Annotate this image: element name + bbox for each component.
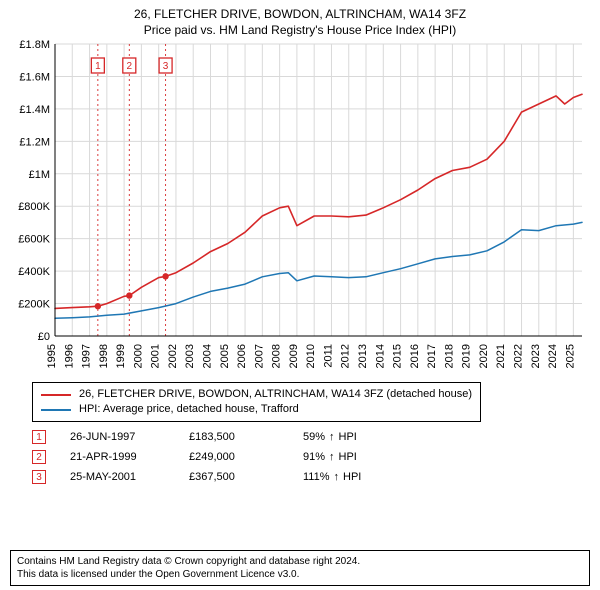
event-hpi-pct: 111% <box>303 471 330 483</box>
svg-text:£1.6M: £1.6M <box>19 72 50 84</box>
svg-text:£1M: £1M <box>29 169 50 181</box>
legend-label: 26, FLETCHER DRIVE, BOWDON, ALTRINCHAM, … <box>79 387 472 402</box>
svg-text:1999: 1999 <box>115 344 127 368</box>
legend-swatch <box>41 394 71 396</box>
svg-text:2012: 2012 <box>340 344 352 368</box>
svg-text:2004: 2004 <box>202 344 214 368</box>
svg-text:£1.8M: £1.8M <box>19 39 50 51</box>
event-hpi-suffix: HPI <box>339 451 357 463</box>
svg-text:2022: 2022 <box>513 344 525 368</box>
svg-text:2: 2 <box>127 61 133 72</box>
line-chart-svg: £0 £200K £400K £600K £800K £1M £1.2M £1.4M £1.6M… <box>10 38 590 378</box>
title-line-2: Price paid vs. HM Land Registry's House … <box>10 22 590 38</box>
svg-text:£1.4M: £1.4M <box>19 104 50 116</box>
svg-text:2021: 2021 <box>495 344 507 368</box>
legend-item: 26, FLETCHER DRIVE, BOWDON, ALTRINCHAM, … <box>41 387 472 402</box>
svg-text:2016: 2016 <box>409 344 421 368</box>
svg-text:2013: 2013 <box>357 344 369 368</box>
sale-event-row: 1 26-JUN-1997 £183,500 59% ↑ HPI <box>32 430 590 444</box>
svg-text:£600K: £600K <box>18 234 50 246</box>
event-hpi-pct: 59% <box>303 431 325 443</box>
sale-event-row: 3 25-MAY-2001 £367,500 111% ↑ HPI <box>32 470 590 484</box>
svg-text:2018: 2018 <box>443 344 455 368</box>
svg-text:2006: 2006 <box>236 344 248 368</box>
legend: 26, FLETCHER DRIVE, BOWDON, ALTRINCHAM, … <box>32 382 481 422</box>
chart-titles: 26, FLETCHER DRIVE, BOWDON, ALTRINCHAM, … <box>10 6 590 38</box>
event-hpi: 111% ↑ HPI <box>303 471 361 483</box>
svg-text:1998: 1998 <box>98 344 110 368</box>
svg-text:2007: 2007 <box>253 344 265 368</box>
event-price: £183,500 <box>189 431 279 443</box>
svg-text:2011: 2011 <box>322 344 334 368</box>
page: 26, FLETCHER DRIVE, BOWDON, ALTRINCHAM, … <box>0 0 600 590</box>
svg-text:2020: 2020 <box>478 344 490 368</box>
svg-text:£1.2M: £1.2M <box>19 137 50 149</box>
arrow-up-icon: ↑ <box>329 451 335 463</box>
svg-text:2008: 2008 <box>271 344 283 368</box>
event-hpi-pct: 91% <box>303 451 325 463</box>
footnote-line: This data is licensed under the Open Gov… <box>17 568 583 581</box>
event-price: £249,000 <box>189 451 279 463</box>
arrow-up-icon: ↑ <box>329 431 335 443</box>
svg-text:£800K: £800K <box>18 202 50 214</box>
svg-text:1995: 1995 <box>46 344 58 368</box>
svg-text:3: 3 <box>163 61 169 72</box>
chart: £0 £200K £400K £600K £800K £1M £1.2M £1.4M £1.6M… <box>10 38 590 378</box>
footnote-line: Contains HM Land Registry data © Crown c… <box>17 555 583 568</box>
arrow-up-icon: ↑ <box>334 471 340 483</box>
svg-text:£200K: £200K <box>18 299 50 311</box>
sale-event-row: 2 21-APR-1999 £249,000 91% ↑ HPI <box>32 450 590 464</box>
svg-text:2000: 2000 <box>132 344 144 368</box>
event-marker-box: 3 <box>32 470 46 484</box>
svg-text:£400K: £400K <box>18 266 50 278</box>
event-hpi: 91% ↑ HPI <box>303 451 357 463</box>
svg-text:2017: 2017 <box>426 344 438 368</box>
event-date: 25-MAY-2001 <box>70 471 165 483</box>
svg-text:2003: 2003 <box>184 344 196 368</box>
event-hpi-suffix: HPI <box>343 471 361 483</box>
legend-swatch <box>41 409 71 411</box>
svg-text:1996: 1996 <box>63 344 75 368</box>
legend-item: HPI: Average price, detached house, Traf… <box>41 402 472 417</box>
svg-text:2024: 2024 <box>547 344 559 368</box>
svg-text:2010: 2010 <box>305 344 317 368</box>
svg-text:1997: 1997 <box>81 344 93 368</box>
svg-text:2015: 2015 <box>392 344 404 368</box>
svg-text:2019: 2019 <box>461 344 473 368</box>
event-marker-box: 1 <box>32 430 46 444</box>
svg-text:2002: 2002 <box>167 344 179 368</box>
sale-events: 1 26-JUN-1997 £183,500 59% ↑ HPI 2 21-AP… <box>32 428 590 490</box>
legend-label: HPI: Average price, detached house, Traf… <box>79 402 299 417</box>
event-marker-box: 2 <box>32 450 46 464</box>
svg-text:2001: 2001 <box>150 344 162 368</box>
title-line-1: 26, FLETCHER DRIVE, BOWDON, ALTRINCHAM, … <box>10 6 590 22</box>
event-hpi: 59% ↑ HPI <box>303 431 357 443</box>
svg-text:2005: 2005 <box>219 344 231 368</box>
svg-text:2023: 2023 <box>530 344 542 368</box>
footnote: Contains HM Land Registry data © Crown c… <box>10 550 590 586</box>
event-price: £367,500 <box>189 471 279 483</box>
event-date: 26-JUN-1997 <box>70 431 165 443</box>
svg-text:1: 1 <box>95 61 101 72</box>
svg-text:2025: 2025 <box>564 344 576 368</box>
event-hpi-suffix: HPI <box>339 431 357 443</box>
svg-text:2009: 2009 <box>288 344 300 368</box>
svg-text:£0: £0 <box>38 331 50 343</box>
event-date: 21-APR-1999 <box>70 451 165 463</box>
svg-text:2014: 2014 <box>374 344 386 368</box>
